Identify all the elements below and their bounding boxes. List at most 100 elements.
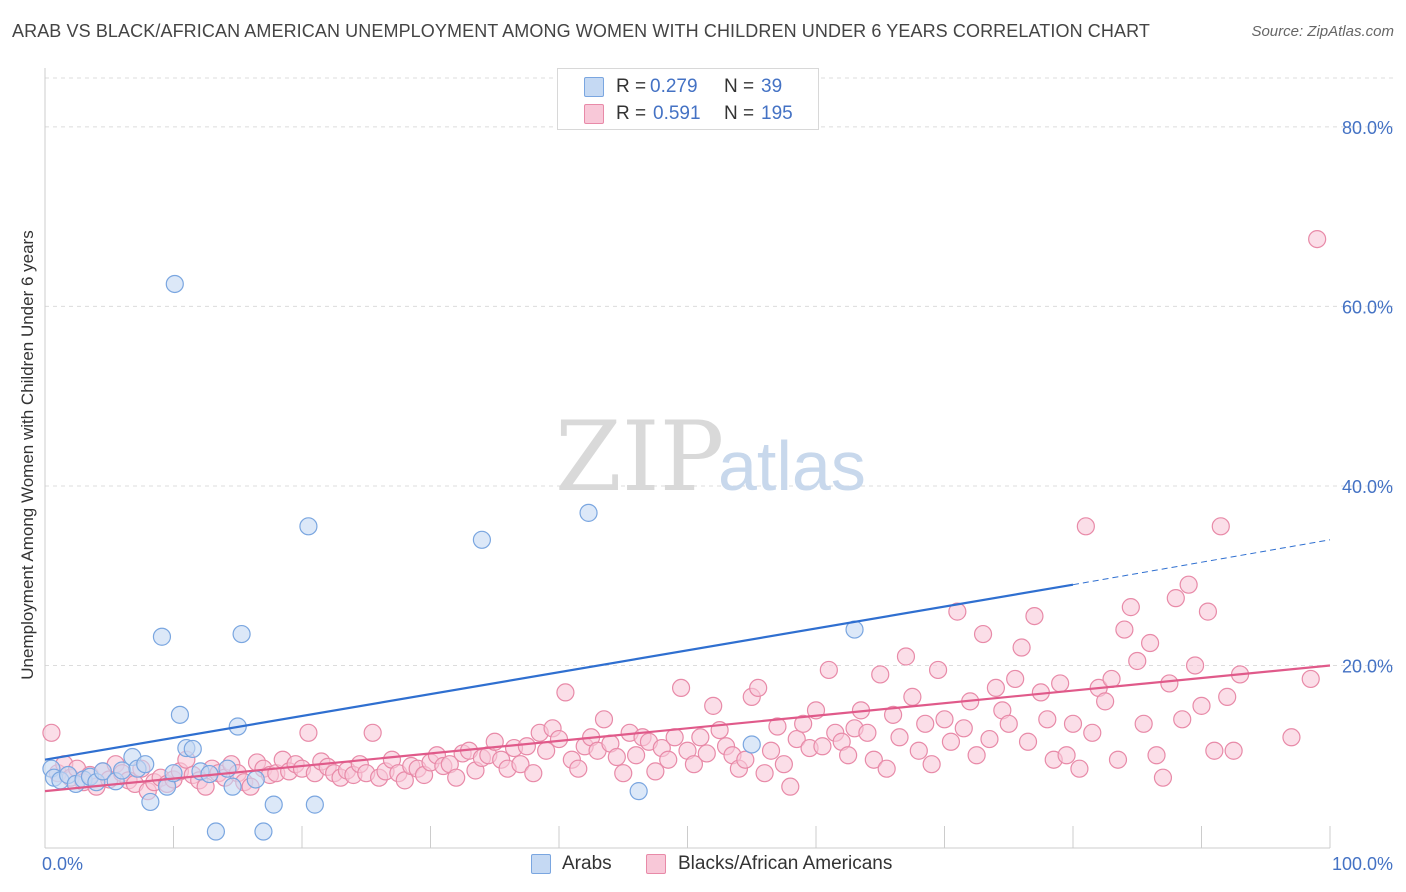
legend-r-value: 0.591	[653, 103, 701, 124]
black-point	[1057, 746, 1076, 765]
black-point	[935, 710, 954, 729]
black-point	[517, 737, 536, 756]
black-point	[1108, 750, 1128, 769]
arab-point	[136, 755, 155, 774]
black-point	[896, 647, 916, 666]
arab-point	[472, 530, 491, 549]
black-point	[607, 747, 626, 767]
black-point	[1102, 669, 1121, 689]
y-tick-label: 40.0%	[1342, 477, 1393, 497]
arab-trend-line	[44, 583, 1074, 761]
arab-point	[246, 770, 265, 789]
black-point	[1012, 638, 1031, 657]
black-point	[813, 737, 832, 756]
black-point	[941, 732, 961, 751]
black-point	[928, 660, 948, 680]
series-blacks-points	[42, 229, 1327, 801]
legend-n-value: 195	[761, 103, 793, 124]
black-point	[954, 719, 973, 738]
black-point	[704, 696, 723, 715]
black-point	[864, 750, 883, 769]
y-tick-label: 20.0%	[1342, 656, 1393, 676]
arab-point	[579, 503, 598, 522]
black-point	[594, 710, 614, 729]
black-point	[819, 660, 838, 680]
arab-point	[206, 822, 226, 841]
black-point	[659, 750, 678, 769]
black-point	[1147, 746, 1166, 765]
black-point	[794, 714, 813, 733]
black-point	[858, 723, 877, 742]
black-point	[569, 759, 588, 778]
black-point	[299, 723, 318, 742]
black-point	[1192, 696, 1211, 715]
legend-row-blacks: R = 0.591 N = 195	[558, 100, 818, 128]
legend-r-label: R =	[616, 103, 647, 124]
black-point	[1308, 229, 1327, 249]
black-point	[1038, 710, 1057, 729]
black-point	[1211, 517, 1230, 536]
y-tick-label: 60.0%	[1342, 297, 1393, 317]
black-point	[684, 755, 704, 774]
black-point	[1134, 714, 1153, 733]
arab-point	[93, 762, 112, 781]
black-point	[980, 729, 999, 749]
series-legend: Arabs Blacks/African Americans	[0, 850, 1406, 880]
black-point	[614, 764, 633, 783]
black-point	[1096, 692, 1115, 711]
black-point	[1205, 741, 1224, 760]
black-point	[1198, 602, 1218, 621]
black-point	[890, 728, 909, 747]
black-point	[511, 755, 530, 774]
legend-swatch-arabs	[584, 77, 604, 97]
black-point	[736, 750, 755, 769]
legend-n-label: N =	[724, 76, 755, 97]
black-point	[524, 764, 543, 783]
black-point	[1083, 723, 1102, 742]
black-point	[1025, 606, 1044, 626]
black-point	[1166, 589, 1185, 608]
legend-label-blacks: Blacks/African Americans	[678, 853, 893, 874]
black-point	[1018, 732, 1038, 751]
black-point	[909, 741, 928, 760]
black-point	[1153, 768, 1173, 787]
black-point	[768, 717, 787, 736]
watermark: ZIP atlas	[555, 401, 866, 513]
black-point	[787, 729, 806, 749]
black-point	[781, 777, 800, 796]
black-point	[646, 762, 665, 781]
black-point	[883, 705, 903, 724]
black-point	[1121, 598, 1140, 617]
black-point	[1063, 714, 1083, 733]
black-point	[986, 678, 1006, 698]
legend-swatch-arabs	[531, 854, 551, 874]
black-point	[1115, 620, 1134, 639]
arab-point	[183, 739, 202, 759]
black-point	[447, 768, 466, 787]
black-point	[1070, 759, 1089, 778]
black-point	[948, 602, 967, 621]
black-point	[1051, 674, 1070, 693]
arab-point	[141, 792, 160, 812]
arab-point	[299, 517, 318, 536]
black-point	[1006, 669, 1025, 689]
watermark-atlas: atlas	[718, 427, 866, 505]
chart-source: Source: ZipAtlas.com	[1251, 23, 1394, 40]
chart-title: ARAB VS BLACK/AFRICAN AMERICAN UNEMPLOYM…	[12, 21, 1150, 41]
black-point	[1185, 656, 1205, 675]
black-point	[1179, 575, 1198, 594]
black-point	[755, 764, 774, 783]
arab-point	[152, 627, 172, 646]
black-point	[761, 741, 781, 760]
arab-point	[223, 777, 242, 796]
black-point	[973, 624, 993, 644]
black-point	[999, 714, 1018, 733]
legend-n-label: N =	[724, 103, 755, 124]
legend-row-arabs: R = 0.279 N = 39	[558, 73, 818, 101]
axes	[44, 68, 1331, 849]
black-point	[549, 729, 569, 749]
black-point	[42, 723, 61, 742]
legend-n-value: 39	[761, 76, 783, 97]
black-point	[922, 755, 941, 774]
